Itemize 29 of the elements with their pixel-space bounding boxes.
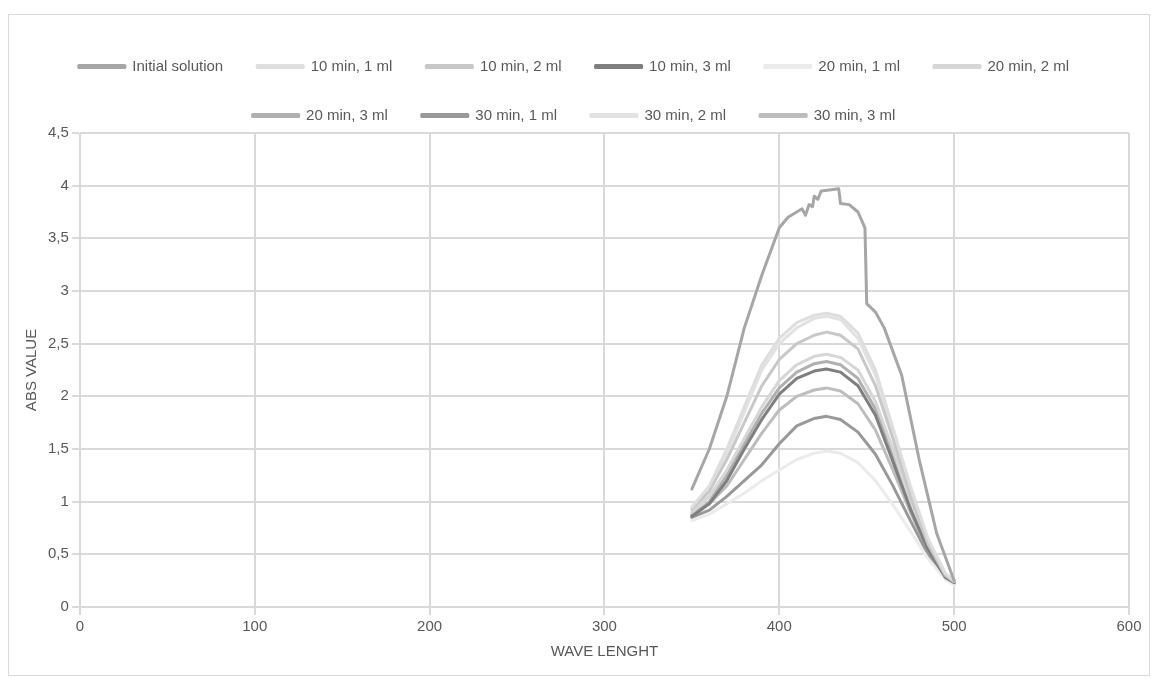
legend-label: 30 min, 3 ml [813, 105, 896, 123]
y-tick-label: 3,5 [47, 228, 69, 246]
x-tick-label: 200 [417, 617, 443, 635]
legend-label: 20 min, 2 ml [987, 56, 1070, 74]
y-tick-label: 4 [60, 175, 69, 193]
legend-label: 30 min, 2 ml [644, 105, 727, 123]
x-tick-label: 600 [1116, 617, 1142, 635]
legend-label: 10 min, 3 ml [649, 56, 731, 74]
y-tick-label: 0 [60, 597, 69, 615]
legend-label: 10 min, 1 ml [310, 56, 393, 74]
legend-label: 30 min, 1 ml [475, 105, 558, 123]
y-tick-label: 0,5 [47, 544, 69, 562]
x-axis-title: WAVE LENGHT [550, 642, 659, 660]
legend-label: 10 min, 2 ml [479, 56, 562, 74]
y-tick-label: 2 [60, 386, 69, 404]
legend-label: 20 min, 1 ml [818, 56, 900, 74]
legend-label: 20 min, 3 ml [306, 105, 388, 123]
x-tick-label: 400 [766, 617, 792, 635]
y-tick-label: 2,5 [47, 333, 69, 351]
x-tick-label: 0 [75, 617, 85, 635]
x-tick-label: 500 [941, 617, 967, 635]
x-tick-label: 300 [591, 617, 617, 635]
y-tick-label: 1,5 [47, 439, 69, 457]
x-tick-label: 100 [242, 617, 268, 635]
y-tick-label: 1 [60, 491, 69, 509]
y-axis-title: ABS VALUE [22, 328, 40, 412]
y-tick-label: 4,5 [47, 123, 69, 141]
legend-label: Initial solution [132, 56, 224, 74]
y-tick-label: 3 [60, 281, 69, 299]
